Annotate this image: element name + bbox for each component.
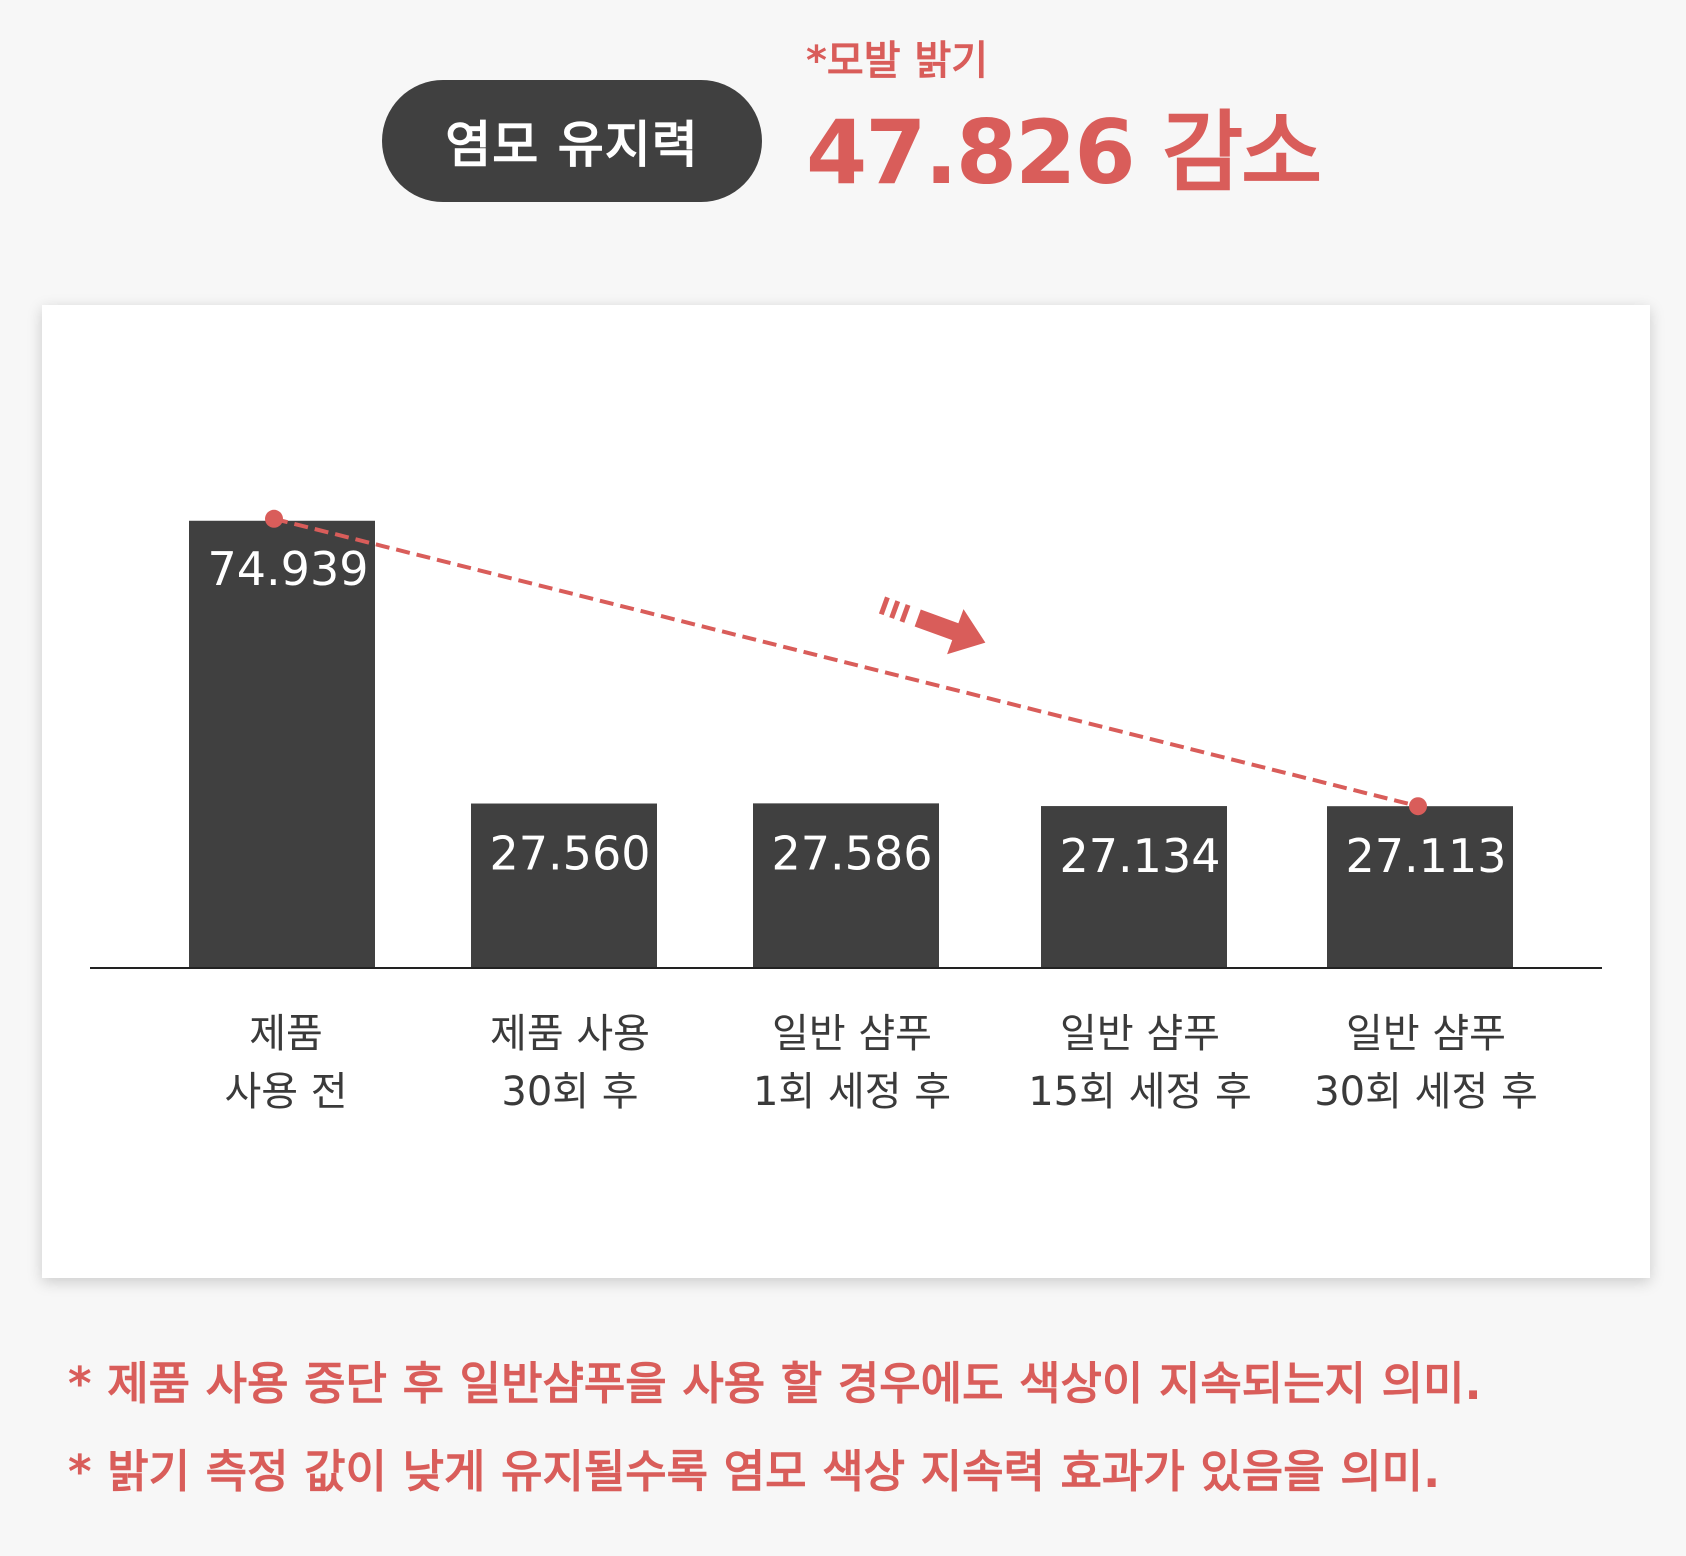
bar-2 [471, 803, 657, 968]
value-label-4: 27.134 [1060, 829, 1221, 883]
bar-3 [753, 803, 939, 968]
trend-arrow-icon [878, 596, 986, 655]
headline-value: 47.826 감소 [806, 101, 1322, 204]
trend-line [273, 516, 1419, 809]
measurement-label: *모발 밝기 [806, 38, 989, 84]
category-label-1-line-1: 제품 [249, 1011, 323, 1057]
footnote-1: * 제품 사용 중단 후 일반샴푸을 사용 할 경우에도 색상이 지속되는지 의… [68, 1357, 1482, 1410]
category-label-2-line-2: 30회 후 [501, 1069, 638, 1115]
value-label-5: 27.113 [1346, 829, 1507, 883]
trend-start-dot [265, 509, 283, 528]
category-label-4-line-1: 일반 샴푸 [1060, 1011, 1220, 1057]
category-label-4-line-2: 15회 세정 후 [1028, 1069, 1252, 1115]
category-label-3-line-1: 일반 샴푸 [772, 1011, 932, 1057]
category-label-3-line-2: 1회 세정 후 [753, 1069, 951, 1115]
header: 염모 유지력 *모발 밝기 47.826 감소 [0, 0, 1686, 230]
badge-pill: 염모 유지력 [382, 80, 762, 202]
trend-end-dot [1409, 797, 1427, 816]
value-label-3: 27.586 [772, 826, 933, 880]
badge-label: 염모 유지력 [445, 116, 699, 174]
category-label-5-line-1: 일반 샴푸 [1346, 1011, 1506, 1057]
value-label-2: 27.560 [490, 827, 651, 881]
bar-5 [1327, 806, 1513, 968]
footnote-2: * 밝기 측정 값이 낮게 유지될수록 염모 색상 지속력 효과가 있음을 의미… [68, 1445, 1441, 1498]
category-label-2-line-1: 제품 사용 [490, 1011, 650, 1057]
category-label-5-line-2: 30회 세정 후 [1314, 1069, 1538, 1115]
bar-4 [1041, 806, 1227, 968]
footnotes: * 제품 사용 중단 후 일반샴푸을 사용 할 경우에도 색상이 지속되는지 의… [68, 1340, 1668, 1516]
bar-1 [189, 520, 375, 968]
category-label-1-line-2: 사용 전 [224, 1069, 347, 1115]
value-label-1: 74.939 [208, 542, 369, 596]
